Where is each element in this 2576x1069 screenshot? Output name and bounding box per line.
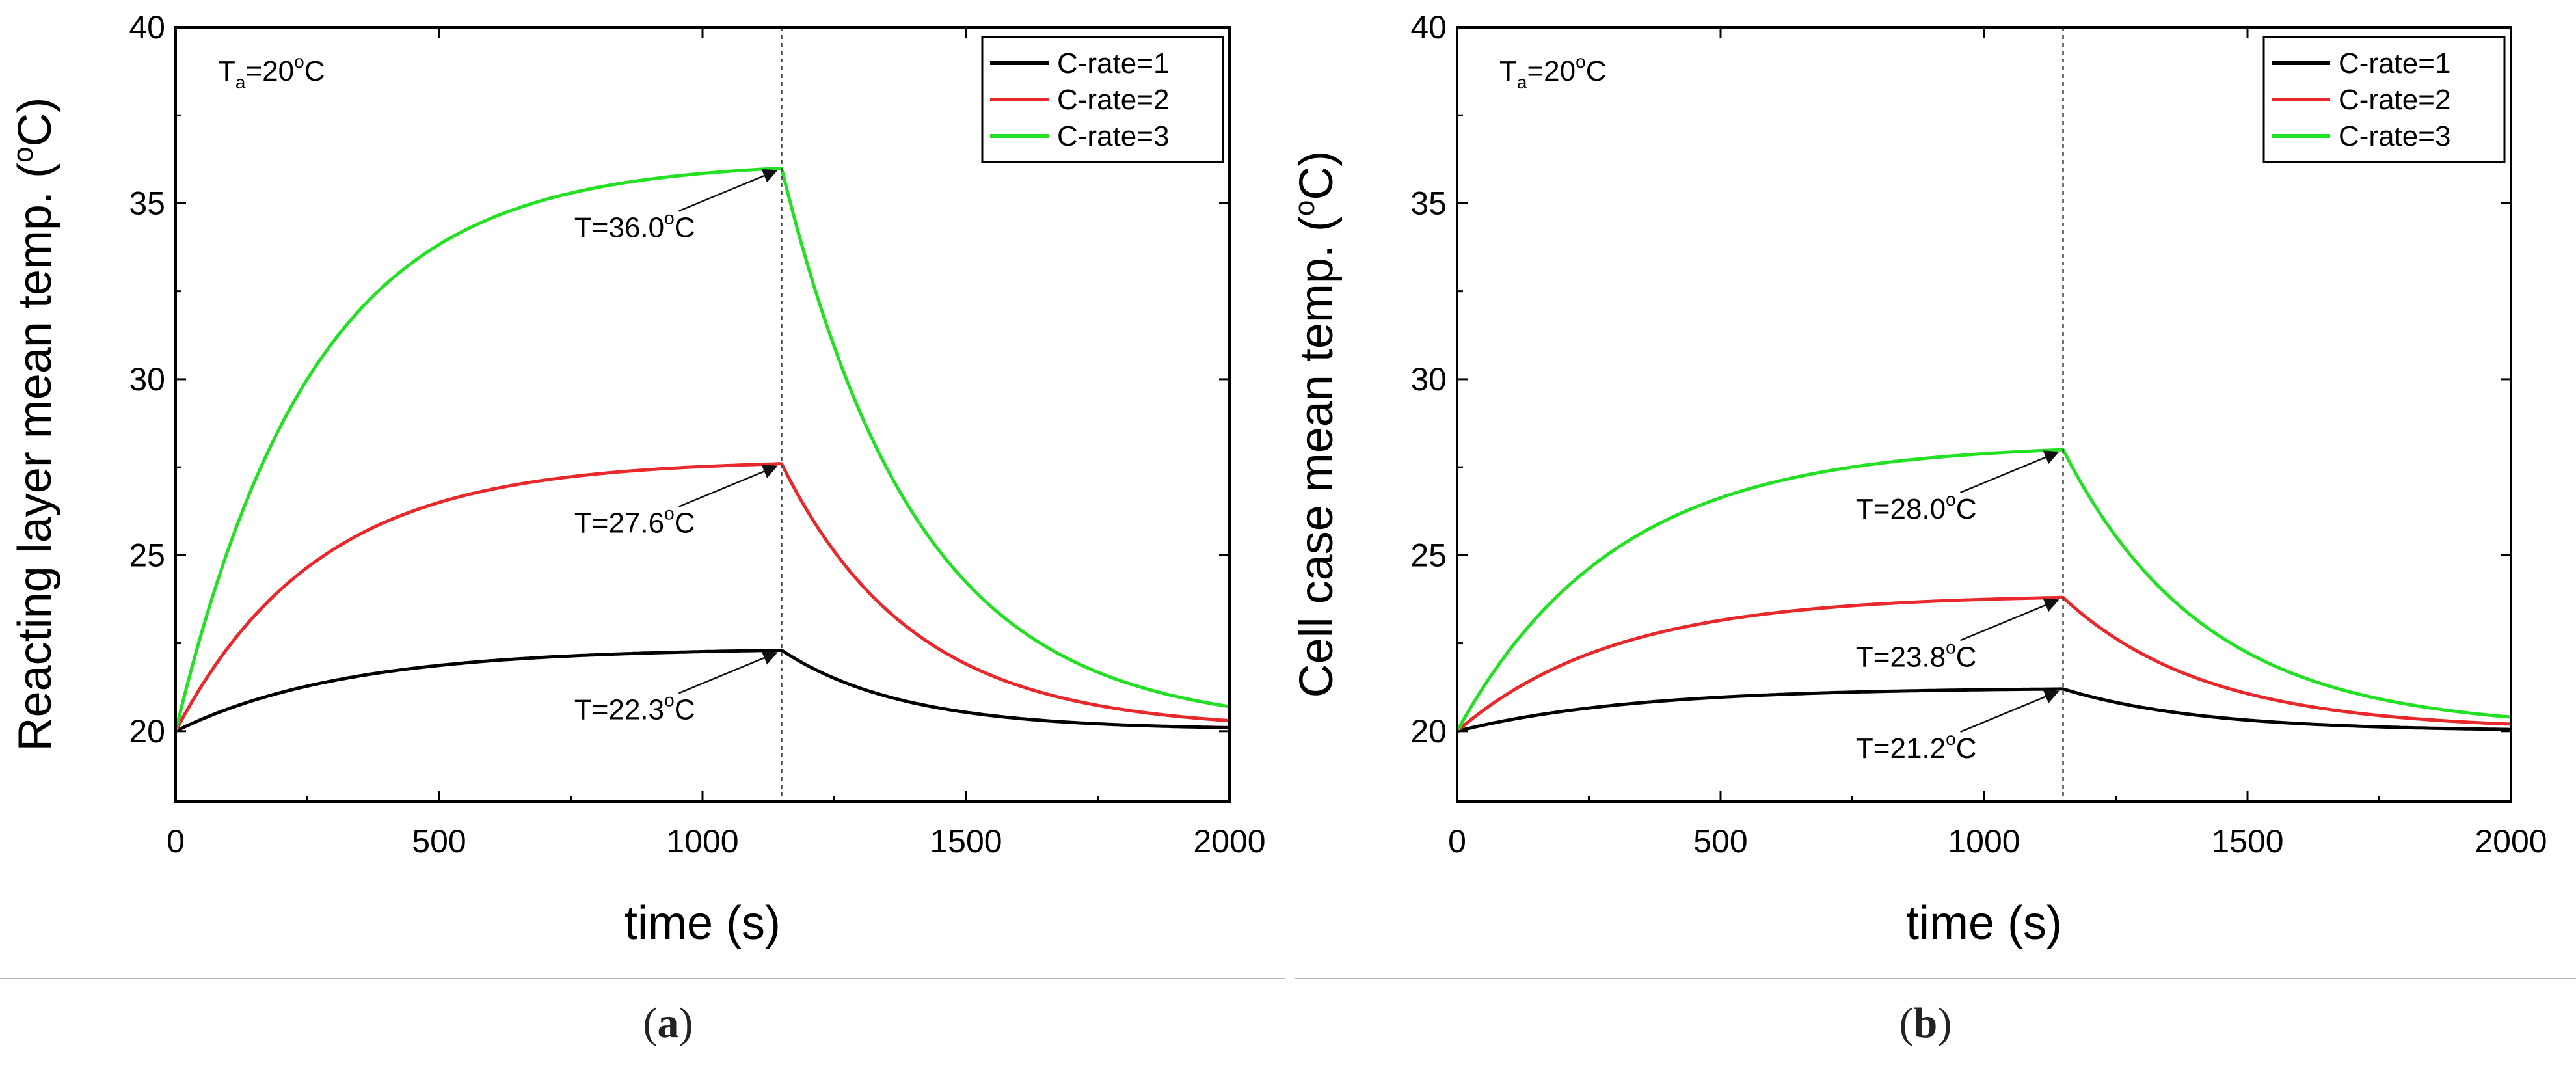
panel-a-ambient-unit: C xyxy=(304,55,325,87)
caption-divider-a xyxy=(0,978,1285,979)
caption-letter-a: a xyxy=(657,999,679,1047)
panel-a-annotation-label-1: T=36.0oC xyxy=(574,208,695,243)
panel-b-annotation-arrow-3 xyxy=(1960,690,2059,733)
panel-b-annotation-label-2: T=23.8oC xyxy=(1856,637,1977,673)
panel-a-series-line-c-rate-2 xyxy=(174,462,1230,732)
panel-a-ambient-t: T xyxy=(218,55,235,87)
panel-b-y-axis-label-degree: o xyxy=(1295,200,1321,216)
panel-b-x-tick-label: 0 xyxy=(1448,823,1466,859)
panel-b-legend-label-2: C-rate=2 xyxy=(2339,84,2450,116)
panel-b-annotation-value: T=23.8 xyxy=(1856,641,1946,673)
panel-b-annotation-arrow-1 xyxy=(1960,450,2059,494)
panel-a-annotation-unit: C xyxy=(675,507,695,539)
panel-b-ambient-degree: o xyxy=(1576,51,1586,72)
panel-a-series-line-c-rate-3 xyxy=(174,166,1230,732)
panel-a-annotation-degree: o xyxy=(664,504,675,524)
panel-a-annotation-unit: C xyxy=(675,211,695,243)
panel-b-annotation-value: T=21.2 xyxy=(1856,733,1946,765)
panel-a-annotation-degree: o xyxy=(664,690,675,710)
panel-b-annotation-unit: C xyxy=(1956,493,1977,525)
panel-a-annotation-arrow-3 xyxy=(678,651,778,694)
panel-b-legend-label-3: C-rate=3 xyxy=(2339,120,2450,152)
panel-caption-a: (a) xyxy=(643,999,693,1047)
panel-a-legend-label-2: C-rate=2 xyxy=(1057,84,1169,116)
panel-a-y-tick-label: 40 xyxy=(129,9,165,46)
panel-b-x-tick-label: 1000 xyxy=(1948,823,2020,859)
panel-b-annotation-value: T=28.0 xyxy=(1856,493,1946,525)
caption-divider-b xyxy=(1295,978,2576,979)
panel-b-x-tick-label: 500 xyxy=(1693,823,1747,859)
panel-a-y-tick-label: 20 xyxy=(129,713,165,750)
panel-b-x-tick-label: 2000 xyxy=(2475,823,2547,859)
chart-panel-a: 0 500 1000 1500 2000 20 25 30 35 40 time (s) Reacti… xyxy=(7,9,1266,949)
panel-b-ambient-temp-label: Ta=20oC xyxy=(1499,51,1606,92)
panel-b-annotation-label-1: T=28.0oC xyxy=(1856,489,1977,525)
panel-b-y-tick-label: 40 xyxy=(1410,9,1447,46)
panel-a-annotation-value: T=36.0 xyxy=(574,211,664,243)
panel-a-x-tick-label: 1500 xyxy=(930,823,1002,859)
panel-a-legend-label-3: C-rate=3 xyxy=(1057,120,1169,152)
panel-a-x-tick-label: 1000 xyxy=(666,823,738,859)
panel-b-annotation-unit: C xyxy=(1956,641,1977,673)
panel-b-series-line-c-rate-3 xyxy=(1455,448,2512,733)
panel-b-annotation-degree: o xyxy=(1946,637,1956,657)
panel-a-annotation-value: T=22.3 xyxy=(574,694,664,725)
panel-a-annotation-arrow-2 xyxy=(678,465,778,507)
panel-b-y-tick-label: 30 xyxy=(1410,361,1447,398)
panel-a-annotation-arrow-1 xyxy=(678,169,778,212)
panel-a-y-tick-label: 25 xyxy=(129,537,165,573)
panel-a-ambient-eq: =20 xyxy=(245,55,294,87)
panel-a-annotation-degree: o xyxy=(664,208,675,228)
panel-b-annotation-arrow-2 xyxy=(1960,598,2059,642)
panel-b-ambient-eq: =20 xyxy=(1527,55,1576,87)
panel-b-ambient-unit: C xyxy=(1586,55,1607,87)
panel-a-y-axis-label-degree: o xyxy=(7,147,39,163)
panel-b-legend-box xyxy=(2262,36,2506,163)
panel-b-y-axis-label-text: Cell case mean temp. ( xyxy=(1295,216,1343,697)
panel-a-annotation-unit: C xyxy=(675,694,695,725)
panel-b-series-line-c-rate-1 xyxy=(1456,687,2511,733)
panel-b-ambient-sub: a xyxy=(1517,72,1527,92)
panel-b-ambient-t: T xyxy=(1499,55,1517,87)
panel-a-x-tick-label: 2000 xyxy=(1193,823,1265,859)
panel-a-ambient-temp-label: Ta=20oC xyxy=(218,51,325,92)
panel-a-y-axis-label: Reacting layer mean temp. (oC) xyxy=(7,98,61,751)
panel-b-y-tick-label: 20 xyxy=(1410,713,1447,750)
panel-b-x-axis-label: time (s) xyxy=(1906,897,2062,949)
panel-b-annotation-label-3: T=21.2oC xyxy=(1856,729,1977,765)
caption-letter-b: b xyxy=(1913,999,1938,1047)
panel-b-y-axis-label-unit: C) xyxy=(1295,151,1343,200)
panel-a-y-tick-label: 35 xyxy=(129,185,165,221)
chart-panel-b: 0 500 1000 1500 2000 20 25 30 35 40 time (s) Cell c… xyxy=(1295,9,2547,949)
panel-a-series-line-c-rate-1 xyxy=(174,648,1230,733)
panel-b-y-axis-label: Cell case mean temp. (oC) xyxy=(1295,151,1343,698)
panel-a-x-tick-label: 0 xyxy=(167,823,185,859)
panel-a-ambient-sub: a xyxy=(235,72,246,92)
panel-a-annotation-label-3: T=22.3oC xyxy=(574,690,695,725)
panel-b-y-tick-label: 25 xyxy=(1410,537,1447,573)
panel-b-series-line-c-rate-2 xyxy=(1456,595,2512,733)
panel-a-y-axis-label-text: Reacting layer mean temp. ( xyxy=(9,163,61,751)
panel-a-y-axis-label-unit: C) xyxy=(9,98,61,147)
panel-b-annotation-degree: o xyxy=(1946,729,1956,749)
panel-b-legend-label-1: C-rate=1 xyxy=(2339,47,2450,79)
panel-a-legend-label-1: C-rate=1 xyxy=(1057,47,1169,79)
panel-a-ambient-degree: o xyxy=(294,51,304,72)
panel-a-annotation-value: T=27.6 xyxy=(574,507,664,539)
panel-a-y-tick-label: 30 xyxy=(129,361,165,398)
panel-a-x-tick-label: 500 xyxy=(412,823,466,859)
panel-b-annotation-unit: C xyxy=(1956,733,1977,765)
panel-a-annotation-label-2: T=27.6oC xyxy=(574,504,695,539)
panel-b-y-tick-label: 35 xyxy=(1410,185,1447,221)
panel-caption-b: (b) xyxy=(1899,999,1952,1047)
panel-a-x-axis-label: time (s) xyxy=(624,897,781,949)
panel-b-annotation-degree: o xyxy=(1946,489,1956,509)
panel-b-x-tick-label: 1500 xyxy=(2211,823,2283,859)
